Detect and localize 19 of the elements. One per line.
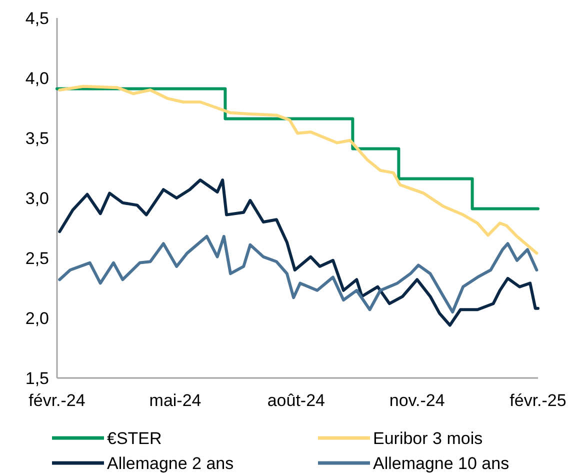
legend-label: Euribor 3 mois bbox=[373, 429, 483, 448]
x-tick-label: nov.-24 bbox=[389, 391, 445, 410]
y-tick-label: 3,0 bbox=[25, 189, 49, 208]
y-tick-label: 3,5 bbox=[25, 129, 49, 148]
x-tick-label: févr.-25 bbox=[510, 391, 566, 410]
y-tick-label: 2,0 bbox=[25, 309, 49, 328]
y-tick-label: 4,5 bbox=[25, 9, 49, 28]
legend-label: Allemagne 2 ans bbox=[107, 454, 234, 473]
x-tick-label: févr.-24 bbox=[28, 391, 86, 410]
legend-label: €STER bbox=[107, 429, 162, 448]
y-tick-label: 4,0 bbox=[25, 69, 49, 88]
legend-label: Allemagne 10 ans bbox=[373, 454, 510, 473]
x-tick-label: mai-24 bbox=[149, 391, 202, 410]
y-tick-label: 2,5 bbox=[25, 249, 49, 268]
line-series bbox=[58, 178, 540, 327]
line-series bbox=[58, 234, 538, 314]
x-tick-label: août-24 bbox=[267, 391, 326, 410]
line-series bbox=[58, 84, 538, 255]
y-tick-label: 1,5 bbox=[25, 369, 49, 388]
